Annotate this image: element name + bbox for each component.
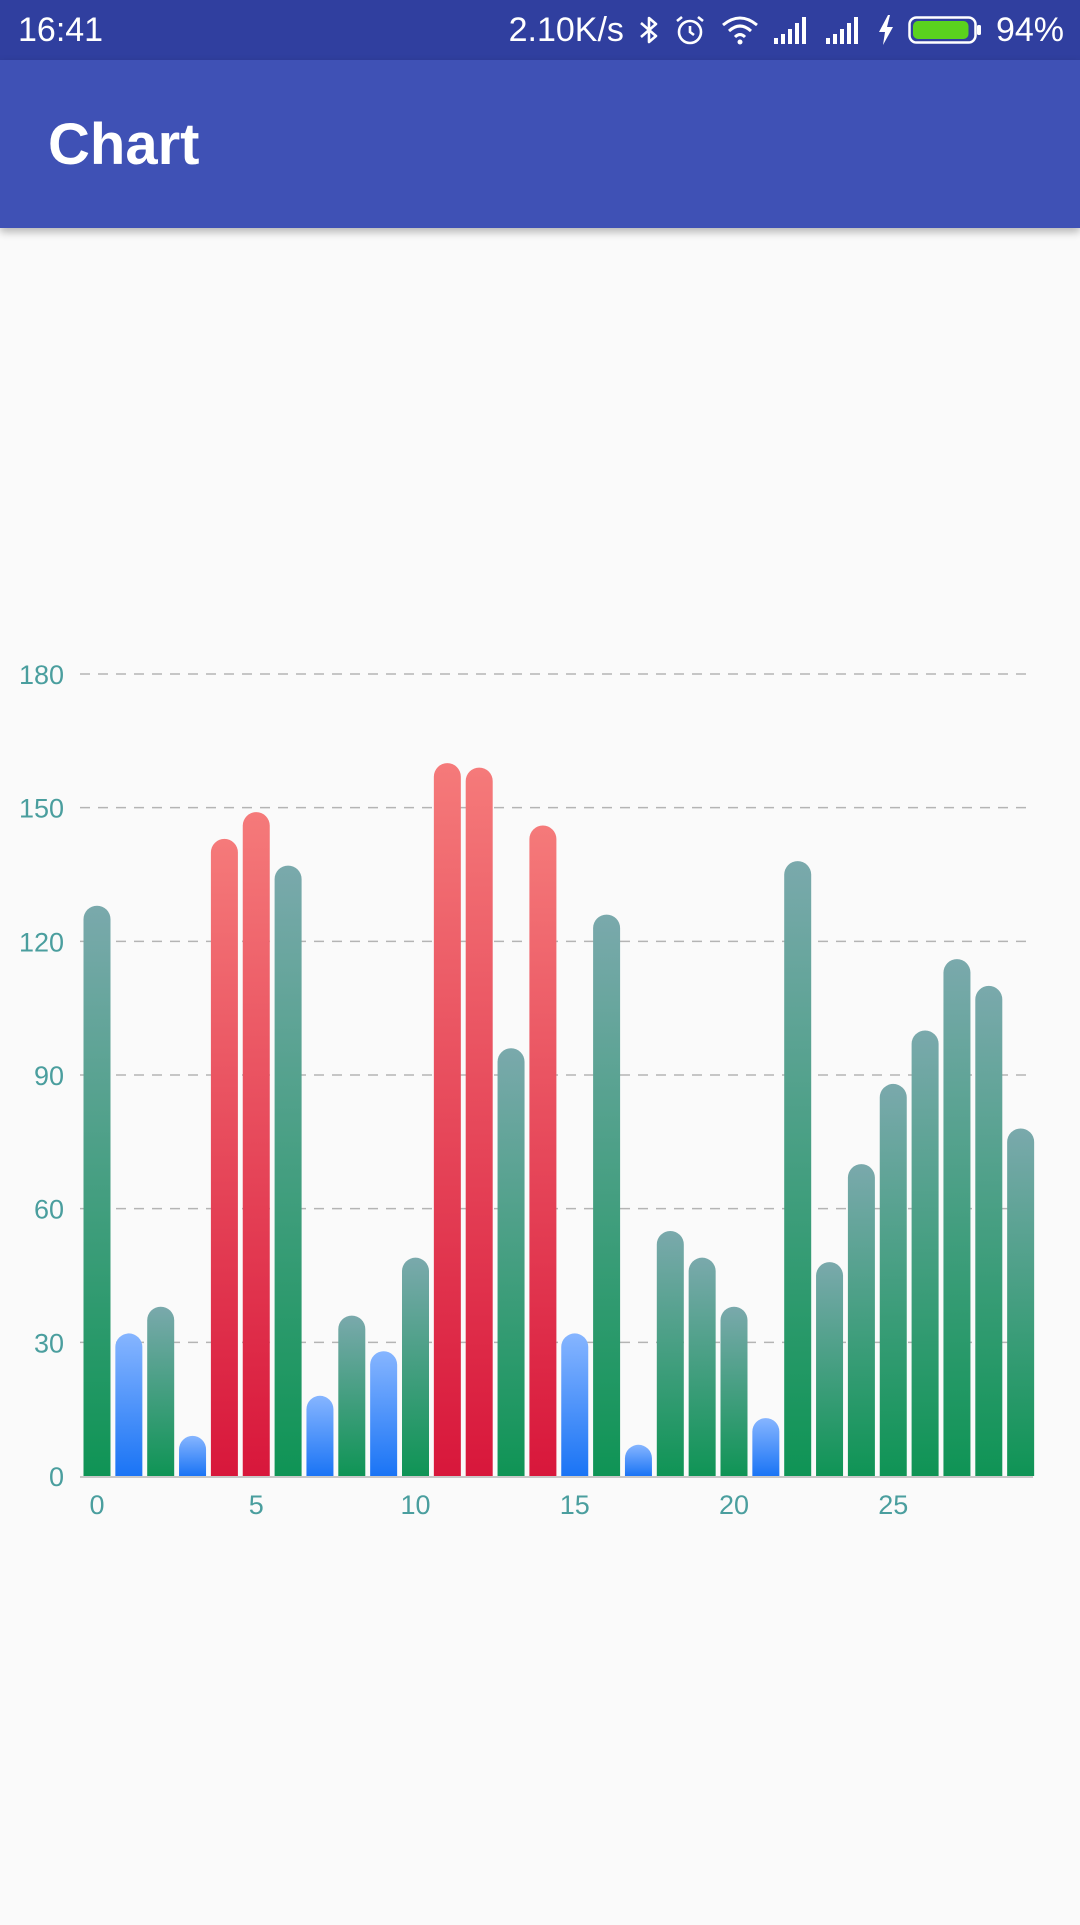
bar xyxy=(593,914,621,1476)
bar xyxy=(975,985,1003,1476)
bar xyxy=(847,1164,875,1476)
bar xyxy=(688,1257,716,1476)
app-bar: Chart xyxy=(0,60,1080,228)
alarm-icon xyxy=(674,14,706,46)
axes: 0 30 60 90 120 150 180 0 5 10 15 20 25 xyxy=(19,660,1033,1520)
x-tick-label: 5 xyxy=(249,1490,264,1520)
bar xyxy=(402,1257,429,1476)
bar xyxy=(465,767,493,1476)
x-tick-label: 25 xyxy=(878,1490,908,1520)
bar xyxy=(720,1306,748,1476)
x-tick-label: 10 xyxy=(400,1490,430,1520)
x-tick-label: 0 xyxy=(89,1490,104,1520)
bar xyxy=(879,1083,907,1476)
y-tick-label: 180 xyxy=(19,660,64,690)
bar xyxy=(83,905,111,1476)
status-bar: 16:41 2.10K/s xyxy=(0,0,1080,60)
signal-icon xyxy=(773,16,812,44)
bar xyxy=(529,825,557,1476)
page-title: Chart xyxy=(48,112,200,177)
bar xyxy=(115,1333,143,1476)
bar-chart: 0 30 60 90 120 150 180 0 5 10 15 20 25 xyxy=(19,660,1035,1520)
bar xyxy=(370,1351,398,1476)
bar xyxy=(147,1306,175,1476)
y-tick-label: 0 xyxy=(49,1462,64,1492)
bar xyxy=(624,1444,652,1476)
bar xyxy=(1007,1128,1035,1476)
signal-icon xyxy=(825,16,864,44)
chart-area: 0 30 60 90 120 150 180 0 5 10 15 20 25 xyxy=(0,228,1080,1920)
bar xyxy=(816,1262,844,1476)
bar xyxy=(338,1315,366,1476)
y-tick-label: 120 xyxy=(19,927,64,957)
y-tick-label: 150 xyxy=(19,794,64,824)
status-icons: 2.10K/s xyxy=(509,8,1064,52)
wifi-icon xyxy=(720,15,760,45)
battery-icon xyxy=(908,15,982,45)
bar xyxy=(497,1048,525,1476)
y-tick-label: 90 xyxy=(34,1061,64,1091)
y-tick-label: 30 xyxy=(34,1328,64,1358)
bar xyxy=(242,812,270,1476)
bar xyxy=(179,1435,207,1476)
bar xyxy=(911,1030,939,1476)
network-speed: 2.10K/s xyxy=(508,10,624,49)
battery-level-fill xyxy=(912,21,969,39)
bar xyxy=(306,1395,334,1476)
bar xyxy=(561,1333,589,1476)
bar xyxy=(656,1230,684,1476)
status-time: 16:41 xyxy=(18,11,104,49)
bar xyxy=(274,865,302,1476)
bar xyxy=(210,838,238,1476)
bluetooth-icon xyxy=(638,14,660,46)
bar xyxy=(943,959,971,1476)
x-tick-label: 20 xyxy=(719,1490,749,1520)
battery-percent: 94% xyxy=(995,10,1064,49)
x-tick-label: 15 xyxy=(560,1490,590,1520)
bars xyxy=(83,763,1035,1476)
y-tick-label: 60 xyxy=(34,1195,64,1225)
bar xyxy=(752,1418,780,1476)
charging-icon xyxy=(878,15,894,45)
bar xyxy=(784,861,812,1476)
bar xyxy=(433,763,461,1476)
